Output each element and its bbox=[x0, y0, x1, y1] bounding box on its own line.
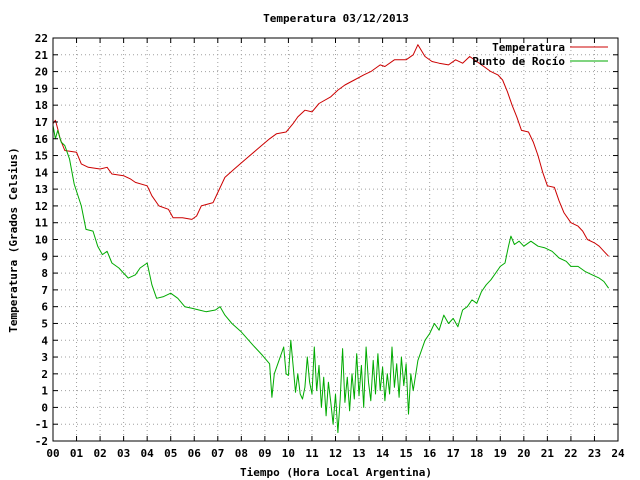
x-tick-label: 15 bbox=[400, 447, 413, 460]
y-tick-label: 5 bbox=[41, 317, 48, 330]
y-tick-label: 7 bbox=[41, 284, 48, 297]
x-tick-label: 13 bbox=[352, 447, 365, 460]
axis-ticks: -2-1012345678910111213141516171819202122… bbox=[35, 32, 625, 460]
x-tick-label: 11 bbox=[305, 447, 319, 460]
series-layer bbox=[52, 44, 610, 434]
y-tick-label: 3 bbox=[41, 351, 48, 364]
x-tick-label: 19 bbox=[494, 447, 507, 460]
x-tick-label: 03 bbox=[117, 447, 130, 460]
y-tick-label: -1 bbox=[35, 418, 49, 431]
x-tick-label: 06 bbox=[188, 447, 202, 460]
y-tick-label: 13 bbox=[35, 183, 48, 196]
x-tick-label: 20 bbox=[517, 447, 530, 460]
y-tick-label: 11 bbox=[35, 217, 49, 230]
y-axis-label: Temperatura (Grados Celsius) bbox=[7, 147, 20, 332]
x-tick-label: 02 bbox=[93, 447, 106, 460]
x-tick-label: 16 bbox=[423, 447, 437, 460]
y-tick-label: -2 bbox=[35, 435, 48, 448]
series-line-temperatura bbox=[52, 44, 609, 257]
y-tick-label: 1 bbox=[41, 385, 48, 398]
y-tick-label: 14 bbox=[35, 166, 49, 179]
y-tick-label: 8 bbox=[41, 267, 48, 280]
legend: Temperatura Punto de Rocío bbox=[472, 41, 608, 68]
y-tick-label: 12 bbox=[35, 200, 48, 213]
y-tick-label: 0 bbox=[41, 401, 48, 414]
chart-title: Temperatura 03/12/2013 bbox=[263, 12, 409, 25]
y-tick-label: 22 bbox=[35, 32, 48, 45]
x-tick-label: 18 bbox=[470, 447, 483, 460]
y-tick-label: 10 bbox=[35, 234, 48, 247]
x-tick-label: 14 bbox=[376, 447, 390, 460]
y-tick-label: 4 bbox=[41, 334, 48, 347]
x-tick-label: 00 bbox=[46, 447, 59, 460]
x-tick-label: 22 bbox=[564, 447, 577, 460]
y-tick-label: 2 bbox=[41, 368, 48, 381]
x-tick-label: 24 bbox=[611, 447, 625, 460]
x-tick-label: 07 bbox=[211, 447, 224, 460]
x-tick-label: 10 bbox=[282, 447, 295, 460]
x-tick-label: 05 bbox=[164, 447, 177, 460]
y-tick-label: 6 bbox=[41, 301, 48, 314]
x-axis-label: Tiempo (Hora Local Argentina) bbox=[240, 466, 432, 479]
x-tick-label: 21 bbox=[541, 447, 555, 460]
x-tick-label: 23 bbox=[588, 447, 601, 460]
grid bbox=[53, 38, 618, 441]
legend-label-temperatura: Temperatura bbox=[492, 41, 565, 54]
y-tick-label: 16 bbox=[35, 133, 49, 146]
y-tick-label: 15 bbox=[35, 150, 48, 163]
legend-label-punto-de-rocio: Punto de Rocío bbox=[472, 55, 565, 68]
y-tick-label: 21 bbox=[35, 49, 49, 62]
y-tick-label: 18 bbox=[35, 99, 48, 112]
x-tick-label: 09 bbox=[258, 447, 271, 460]
y-tick-label: 17 bbox=[35, 116, 48, 129]
y-tick-label: 9 bbox=[41, 250, 48, 263]
x-tick-label: 04 bbox=[141, 447, 155, 460]
x-tick-label: 12 bbox=[329, 447, 342, 460]
y-tick-label: 20 bbox=[35, 66, 48, 79]
y-tick-label: 19 bbox=[35, 82, 48, 95]
x-tick-label: 17 bbox=[447, 447, 460, 460]
x-tick-label: 01 bbox=[70, 447, 84, 460]
series-line-punto-de-rocio bbox=[52, 125, 610, 434]
x-tick-label: 08 bbox=[235, 447, 248, 460]
